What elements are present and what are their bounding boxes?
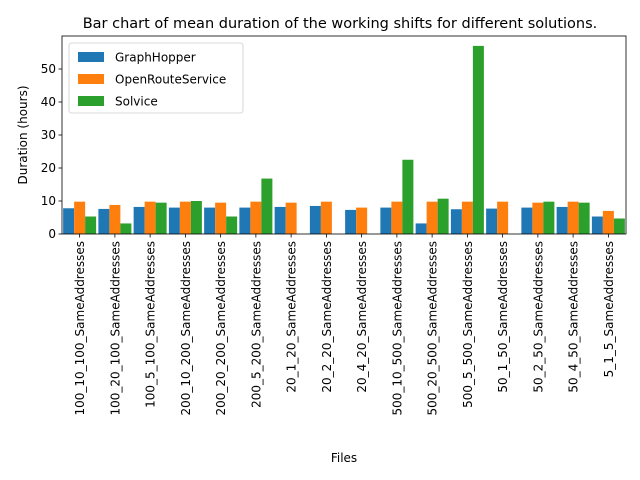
bar-solvice-4	[226, 216, 238, 234]
x-tick-label: 200_10_200_SameAddresses	[179, 241, 193, 416]
y-tick-label: 10	[41, 194, 56, 208]
bar-graphhopper-6	[274, 206, 286, 234]
legend-label-solvice: Solvice	[115, 95, 158, 109]
bar-openrouteservice-2	[144, 201, 156, 234]
x-tick-label: 50_4_50_SameAddresses	[567, 241, 581, 393]
bar-graphhopper-11	[450, 209, 462, 234]
bar-openrouteservice-13	[532, 202, 544, 234]
bar-openrouteservice-11	[461, 201, 473, 234]
bar-graphhopper-2	[133, 206, 145, 234]
bar-solvice-3	[190, 201, 202, 234]
x-tick-label: 500_5_500_SameAddresses	[461, 241, 475, 408]
x-tick-label: 20_4_20_SameAddresses	[355, 241, 369, 393]
bar-openrouteservice-4	[215, 202, 227, 234]
x-tick-label: 500_10_500_SameAddresses	[390, 241, 404, 416]
bar-graphhopper-7	[309, 205, 321, 234]
x-tick-label: 100_10_100_SameAddresses	[73, 241, 87, 416]
x-tick-label: 200_5_200_SameAddresses	[249, 241, 263, 408]
bar-graphhopper-14	[556, 206, 568, 234]
legend-swatch-solvice	[78, 96, 104, 106]
x-tick-label: 100_20_100_SameAddresses	[108, 241, 122, 416]
bar-solvice-11	[472, 45, 484, 235]
x-tick-label: 20_2_20_SameAddresses	[320, 241, 334, 393]
bar-openrouteservice-14	[567, 201, 579, 234]
bar-openrouteservice-15	[602, 210, 614, 234]
legend-label-openrouteservice: OpenRouteService	[115, 73, 226, 87]
x-tick-label: 50_1_50_SameAddresses	[496, 241, 510, 393]
bar-graphhopper-9	[380, 207, 392, 234]
x-tick-label: 100_5_100_SameAddresses	[144, 241, 158, 408]
x-tick-label: 50_2_50_SameAddresses	[531, 241, 545, 393]
bar-solvice-9	[402, 159, 414, 234]
bar-openrouteservice-5	[250, 201, 262, 234]
bar-solvice-1	[120, 223, 132, 234]
bar-graphhopper-5	[239, 207, 251, 234]
x-tick-label: 500_20_500_SameAddresses	[426, 241, 440, 416]
y-tick-label: 30	[41, 128, 56, 142]
bar-graphhopper-0	[63, 208, 75, 234]
bar-graphhopper-15	[591, 216, 603, 234]
bar-openrouteservice-10	[426, 201, 438, 234]
chart-title: Bar chart of mean duration of the workin…	[83, 16, 598, 32]
y-tick-label: 0	[48, 227, 56, 241]
bar-graphhopper-8	[345, 209, 357, 234]
bar-graphhopper-12	[486, 208, 498, 234]
legend-swatch-graphhopper	[78, 52, 104, 62]
x-tick-label: 20_1_20_SameAddresses	[285, 241, 299, 393]
x-axis-label: Files	[331, 451, 357, 465]
bar-openrouteservice-8	[356, 207, 368, 234]
bar-graphhopper-3	[168, 207, 180, 234]
bar-graphhopper-4	[204, 207, 216, 234]
bar-graphhopper-10	[415, 223, 427, 234]
bar-openrouteservice-3	[179, 201, 191, 234]
legend-label-graphhopper: GraphHopper	[115, 51, 196, 65]
bar-solvice-5	[261, 178, 273, 234]
bar-solvice-15	[613, 218, 625, 234]
bar-openrouteservice-9	[391, 201, 403, 234]
x-tick-label: 5_1_5_SameAddresses	[602, 241, 616, 377]
bar-solvice-14	[578, 202, 590, 234]
bar-openrouteservice-12	[497, 201, 509, 234]
y-tick-label: 20	[41, 161, 56, 175]
bar-openrouteservice-6	[285, 202, 297, 234]
bar-solvice-13	[543, 201, 555, 234]
legend-box	[68, 42, 244, 114]
bar-solvice-0	[85, 216, 97, 234]
bar-openrouteservice-1	[109, 204, 121, 234]
legend-swatch-openrouteservice	[78, 74, 104, 84]
bar-graphhopper-13	[521, 207, 533, 234]
y-axis-label: Duration (hours)	[16, 85, 30, 184]
bar-openrouteservice-0	[74, 201, 86, 234]
bar-solvice-10	[437, 198, 449, 234]
bar-solvice-2	[155, 202, 167, 234]
legend: GraphHopper OpenRouteService Solvice	[68, 42, 244, 114]
bar-graphhopper-1	[98, 208, 110, 234]
bar-openrouteservice-7	[320, 201, 332, 234]
y-tick-label: 40	[41, 95, 56, 109]
x-tick-label: 200_20_200_SameAddresses	[214, 241, 228, 416]
y-tick-label: 50	[41, 62, 56, 76]
plot-area: 0 10 20 30 40 50 100_10_100_SameAddresses 100_2…	[41, 35, 627, 416]
